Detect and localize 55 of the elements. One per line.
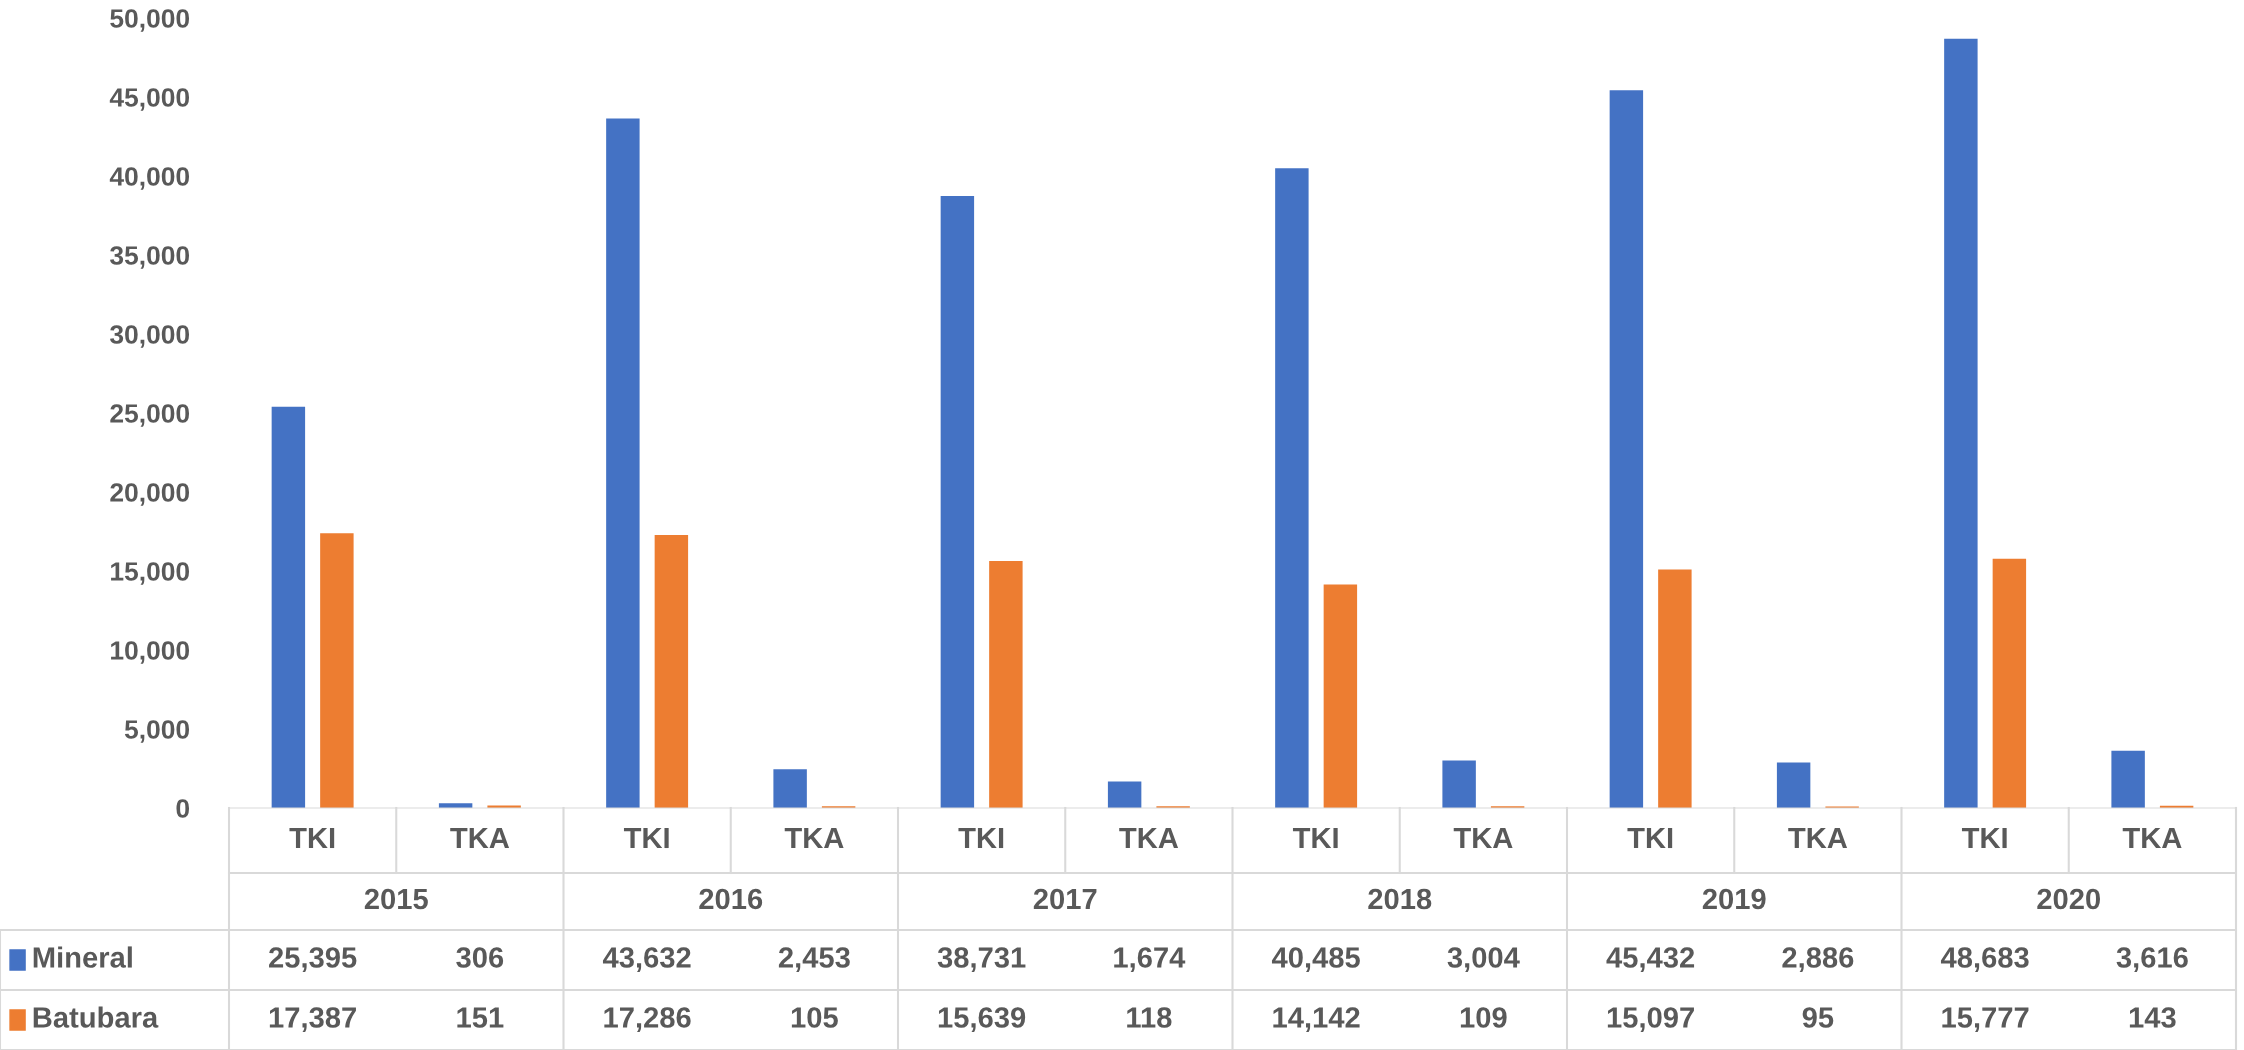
data-label: 43,632 bbox=[602, 947, 691, 973]
data-label: 15,639 bbox=[938, 1007, 1026, 1033]
data-label: 109 bbox=[1460, 1007, 1507, 1028]
data-label: 38,731 bbox=[937, 947, 1026, 973]
x-tick-label: TKA bbox=[1453, 827, 1513, 849]
data-label: 143 bbox=[2129, 1007, 2176, 1028]
text: 2020 bbox=[2037, 888, 2100, 910]
data-label: 45,432 bbox=[1606, 947, 1695, 973]
x-tick-label: TKI bbox=[1627, 827, 1673, 849]
x-tick-label: TKA bbox=[1788, 827, 1848, 849]
y-tick-label: 30,000 bbox=[110, 325, 190, 348]
legend-label: Mineral bbox=[33, 946, 132, 968]
data-label: 15,097 bbox=[1607, 1007, 1694, 1033]
x-tick-label: TKA bbox=[450, 827, 510, 849]
data-label: 105 bbox=[791, 1007, 838, 1028]
x-tick-label: TKI bbox=[289, 827, 335, 849]
text: 2018 bbox=[1368, 888, 1432, 910]
text: 2015 bbox=[364, 888, 428, 910]
y-tick-label: 5,000 bbox=[124, 720, 190, 743]
y-tick-label: 35,000 bbox=[110, 246, 190, 269]
y-tick-label: 25,000 bbox=[110, 404, 190, 427]
y-tick-label: 20,000 bbox=[110, 483, 190, 506]
legend-label: Batubara bbox=[33, 1006, 159, 1028]
text: 2016 bbox=[699, 888, 763, 910]
x-tick-label: TKI bbox=[1961, 827, 2007, 849]
data-label: 95 bbox=[1802, 1007, 1834, 1028]
data-label: 151 bbox=[457, 1007, 504, 1028]
x-tick-label: TKI bbox=[958, 827, 1004, 849]
x-tick-label: TKA bbox=[784, 827, 844, 849]
x-tick-label: TKA bbox=[2122, 827, 2182, 849]
text: 2019 bbox=[1702, 888, 1766, 910]
data-label: 14,142 bbox=[1273, 1007, 1360, 1033]
data-label: 17,286 bbox=[604, 1007, 691, 1033]
data-label: 1,674 bbox=[1114, 947, 1186, 973]
text: 2017 bbox=[1033, 888, 1097, 910]
data-label: 2,453 bbox=[778, 947, 850, 973]
x-tick-label: TKI bbox=[623, 827, 669, 849]
y-tick-label: 15,000 bbox=[111, 562, 190, 585]
data-label: 40,485 bbox=[1271, 947, 1360, 973]
data-label: 25,395 bbox=[269, 947, 357, 973]
y-tick-label: 40,000 bbox=[109, 167, 190, 190]
data-label: 2,886 bbox=[1782, 947, 1854, 973]
y-tick-label: 0 bbox=[176, 799, 190, 818]
data-label: 3,004 bbox=[1447, 947, 1520, 973]
data-label: 15,777 bbox=[1942, 1007, 2029, 1033]
y-tick-label: 50,000 bbox=[110, 9, 190, 32]
data-label: 48,683 bbox=[1940, 947, 2029, 973]
data-label: 17,387 bbox=[269, 1007, 356, 1033]
y-tick-label: 10,000 bbox=[111, 641, 190, 664]
data-label: 118 bbox=[1127, 1007, 1172, 1028]
x-tick-label: TKI bbox=[1292, 827, 1338, 849]
data-label: 3,616 bbox=[2116, 947, 2188, 973]
y-tick-label: 45,000 bbox=[109, 88, 190, 111]
data-label: 306 bbox=[456, 947, 504, 968]
x-tick-label: TKA bbox=[1119, 827, 1179, 849]
